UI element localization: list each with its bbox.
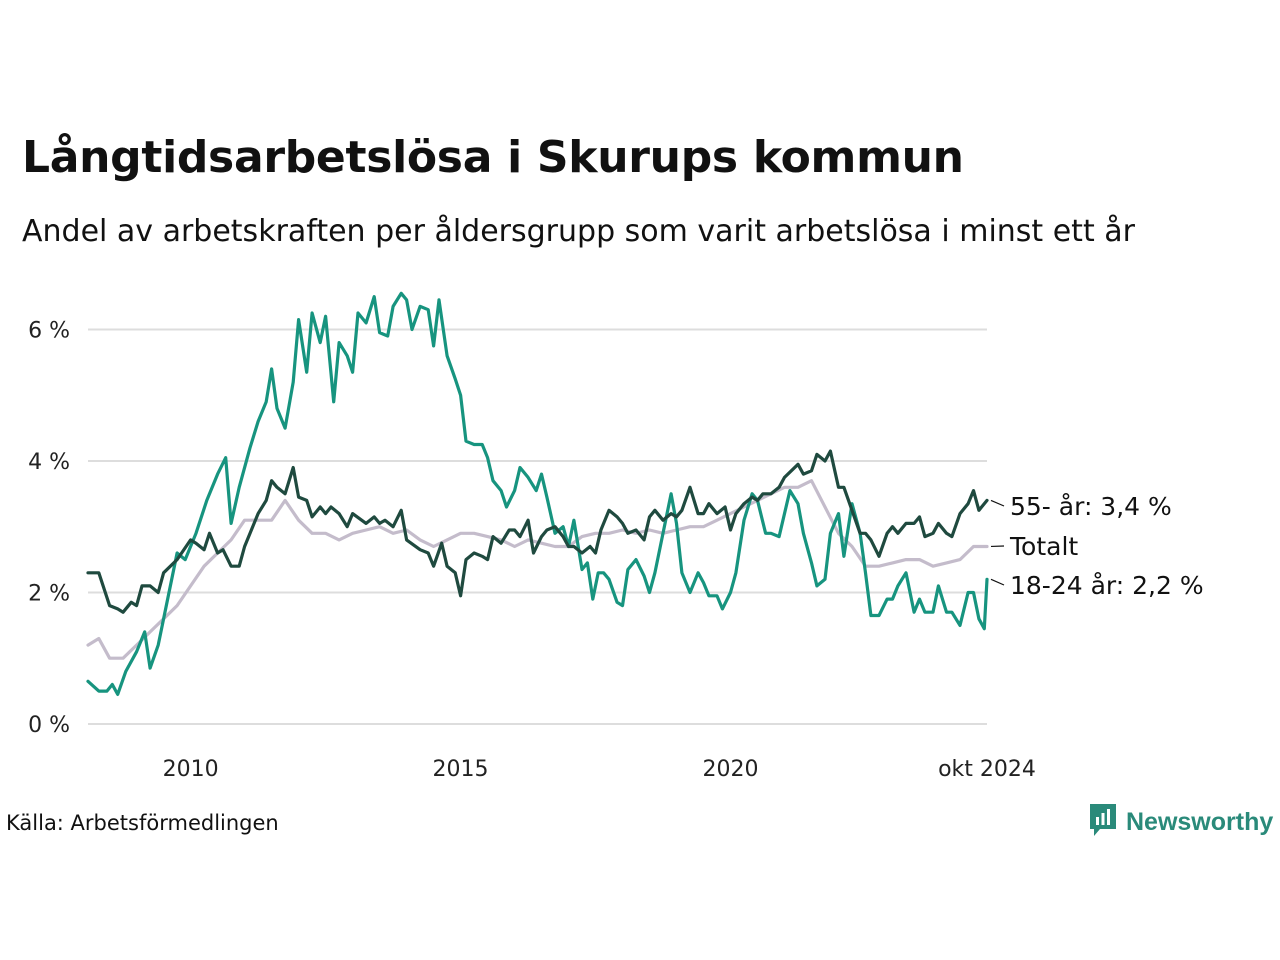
series-line-age_55 — [86, 449, 989, 614]
x-tick-label: okt 2024 — [938, 757, 1036, 782]
y-tick-label: 6 % — [28, 318, 70, 343]
x-axis: 2010 2015 2020 okt 2024 — [163, 757, 1036, 782]
newsworthy-logo-text: Newsworthy — [1126, 807, 1274, 836]
end-label-age_18_24: 18-24 år: 2,2 % — [1010, 571, 1204, 600]
newsworthy-logo[interactable]: Newsworthy — [1088, 802, 1273, 842]
y-tick-label: 0 % — [28, 713, 70, 738]
x-tick-label: 2010 — [163, 757, 219, 782]
series-lines — [86, 291, 989, 696]
x-tick-label: 2015 — [433, 757, 489, 782]
y-tick-label: 4 % — [28, 450, 70, 475]
chart-subtitle: Andel av arbetskraften per åldersgrupp s… — [22, 214, 1135, 249]
end-label-total: Totalt — [1009, 532, 1078, 561]
y-tick-label: 2 % — [28, 581, 70, 606]
y-axis: 0 % 2 % 4 % 6 % — [28, 318, 70, 738]
end-label-leader — [990, 499, 1005, 507]
series-line-total — [86, 479, 989, 660]
series-line-age_18_24 — [86, 291, 989, 696]
end-label-age_55: 55- år: 3,4 % — [1010, 492, 1172, 521]
source-note: Källa: Arbetsförmedlingen — [6, 811, 279, 835]
newsworthy-logo-icon — [1088, 802, 1118, 842]
end-labels: Totalt 18-24 år: 2,2 % 55- år: 3,4 % — [990, 492, 1204, 600]
x-tick-label: 2020 — [703, 757, 759, 782]
gridlines — [88, 328, 987, 725]
end-label-leader — [990, 578, 1005, 586]
chart-title: Långtidsarbetslösa i Skurups kommun — [22, 132, 964, 183]
